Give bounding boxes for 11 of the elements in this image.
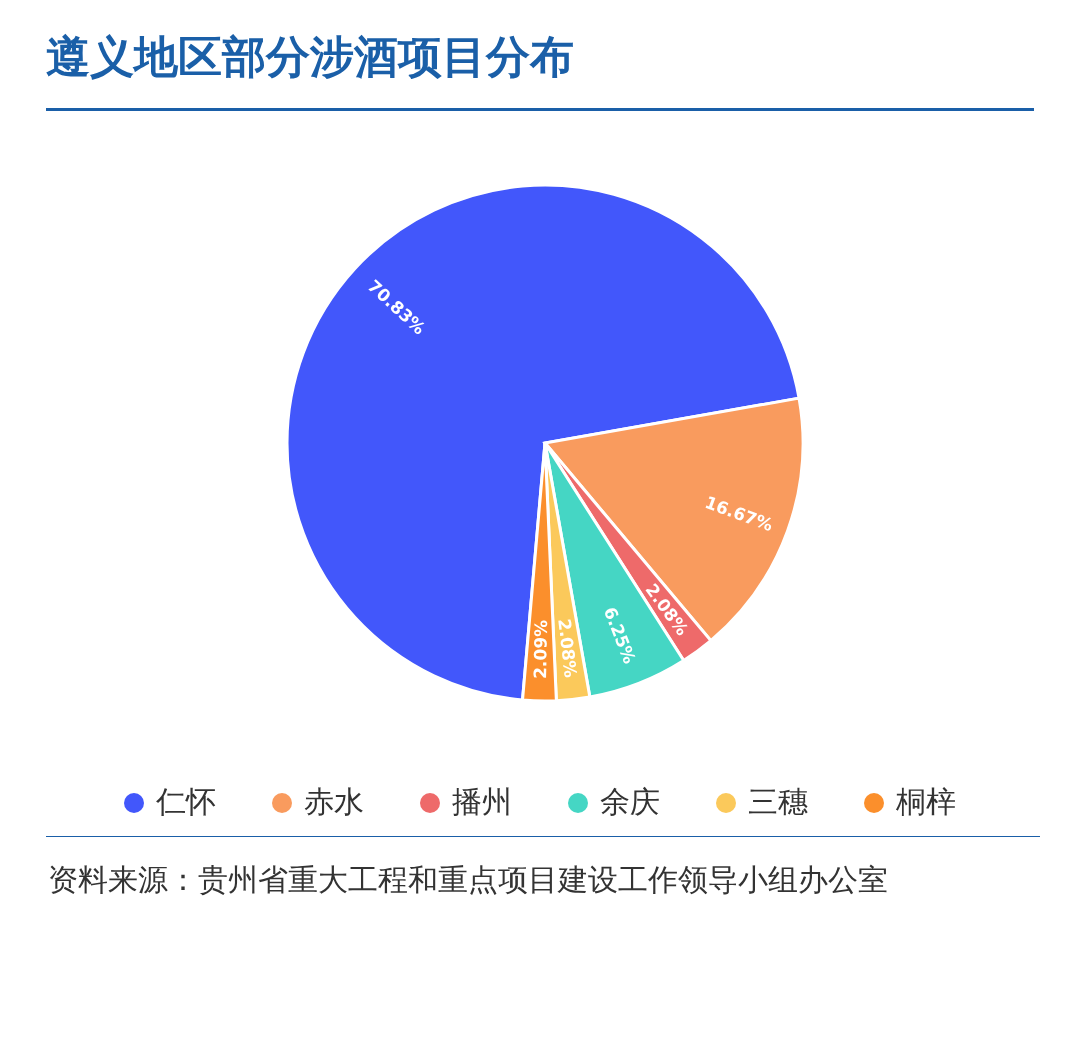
pie-slice: [285, 183, 801, 702]
data-label: 2.09%: [529, 619, 552, 680]
legend-label: 三穗: [748, 783, 808, 821]
legend-label: 桐梓: [896, 783, 956, 821]
legend-label: 余庆: [600, 783, 660, 821]
legend-label: 赤水: [304, 783, 364, 821]
data-label: 2.08%: [554, 617, 581, 679]
legend-label: 播州: [452, 783, 512, 821]
legend-label: 仁怀: [156, 783, 216, 821]
chart-title: 遵义地区部分涉酒项目分布: [46, 30, 574, 84]
text: 资料来源：贵州省重大工程和重点项目建设工作领导小组办公室: [48, 861, 888, 899]
